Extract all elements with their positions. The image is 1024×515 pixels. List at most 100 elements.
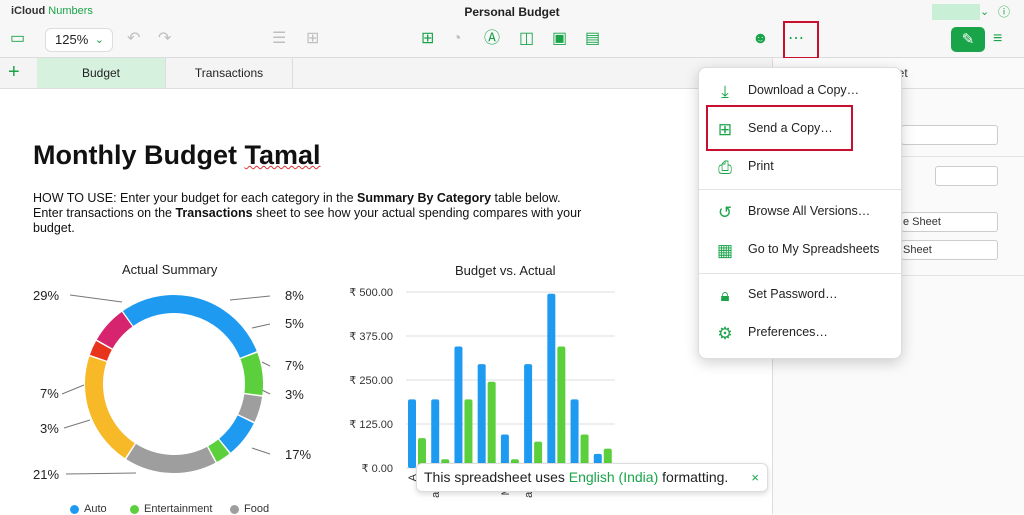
bar	[547, 293, 556, 468]
panel-button-1[interactable]: e Sheet	[901, 212, 998, 232]
pct-label: 3%	[40, 421, 59, 436]
help-icon[interactable]: ⓘ	[998, 5, 1011, 19]
leader-line	[65, 472, 137, 475]
send-copy-highlight	[706, 105, 853, 151]
shape-icon[interactable]: ◫	[519, 30, 535, 47]
table-options-icon[interactable]: ⊞	[306, 30, 320, 47]
pct-label: 5%	[285, 316, 304, 331]
y-tick-label: ₹ 500.00	[349, 287, 393, 299]
chart-title-budget: Budget vs. Actual	[455, 263, 556, 278]
menu-item-print[interactable]: ⎙ Print	[699, 148, 901, 186]
table-icon[interactable]: ⊞	[421, 30, 435, 47]
menu-item-spreadsheets[interactable]: ▦ Go to My Spreadsheets	[699, 231, 901, 269]
brand-icloud: iCloud	[11, 5, 46, 17]
panel-field[interactable]	[901, 125, 998, 145]
list-icon[interactable]: ☰	[272, 30, 287, 47]
organize-icon[interactable]: ≡	[993, 30, 1003, 47]
sheet-tabs: + Budget Transactions	[0, 58, 772, 89]
chart-title-actual: Actual Summary	[122, 262, 218, 277]
toast-text: formatting.	[658, 469, 729, 485]
tab-transactions[interactable]: Transactions	[166, 58, 293, 88]
toast-text: This spreadsheet uses	[424, 469, 569, 485]
legend-item: Food	[230, 503, 269, 515]
lock-icon: 🔒︎	[720, 286, 730, 305]
undo-icon[interactable]: ↶	[127, 30, 141, 47]
document-title: Personal Budget	[464, 5, 560, 19]
pct-label: 7%	[285, 358, 304, 373]
media-icon[interactable]: ▣	[552, 30, 568, 47]
pct-label: 29%	[33, 288, 60, 303]
legend-label: Auto	[84, 503, 107, 515]
howto-bold2: Transactions	[175, 206, 253, 220]
bar	[534, 441, 543, 468]
title-part2: Tamal	[244, 140, 321, 170]
print-icon: ⎙	[718, 158, 732, 177]
menu-item-download[interactable]: ⤓ Download a Copy…	[699, 72, 901, 110]
pct-label: 8%	[285, 288, 304, 303]
comment-icon[interactable]: ▤	[585, 30, 601, 47]
menu-item-preferences[interactable]: ⚙ Preferences…	[699, 314, 901, 352]
leader-line	[261, 361, 271, 367]
leader-line	[229, 295, 271, 301]
panel-field[interactable]	[935, 166, 998, 186]
menu-item-label: Download a Copy…	[748, 83, 860, 97]
history-icon: ↺	[717, 203, 733, 222]
pie-slice	[85, 295, 263, 474]
sidebar-icon[interactable]: ▭	[10, 30, 26, 47]
brand-numbers: Numbers	[48, 5, 93, 17]
more-menu: ⤓ Download a Copy… ⊞ Send a Copy… ⎙ Prin…	[698, 67, 902, 359]
chart-icon[interactable]: ◔	[452, 30, 462, 47]
panel-button-2[interactable]: Sheet	[901, 240, 998, 260]
menu-item-label: Go to My Spreadsheets	[748, 242, 880, 256]
add-sheet-icon[interactable]: +	[8, 61, 20, 83]
account-badge[interactable]	[932, 4, 980, 20]
format-button[interactable]: ✎	[951, 27, 985, 52]
y-tick-label: ₹ 125.00	[349, 419, 393, 431]
leader-line	[251, 323, 271, 329]
chevron-down-icon: ⌄	[94, 34, 104, 46]
bar	[580, 434, 589, 468]
zoom-select[interactable]: 125% ⌄	[45, 28, 113, 52]
zoom-value: 125%	[55, 32, 89, 47]
pct-label: 7%	[40, 386, 59, 401]
pct-label: 21%	[33, 467, 60, 482]
howto-2: table below. Enter transactions on the	[33, 191, 561, 220]
tab-budget[interactable]: Budget	[37, 58, 166, 88]
legend-label: Food	[244, 503, 270, 515]
menu-item-versions[interactable]: ↺ Browse All Versions…	[699, 193, 901, 231]
collaborate-icon[interactable]: ☻	[752, 30, 769, 47]
bar	[408, 399, 416, 468]
y-tick-label: ₹ 375.00	[349, 331, 393, 343]
toolbar: iCloud Numbers Personal Budget ⌄ ⓘ ▭ 125…	[0, 0, 1024, 59]
leader-line	[61, 384, 85, 395]
text-icon[interactable]: Ⓐ	[484, 30, 501, 47]
locale-toast: This spreadsheet uses English (India) fo…	[416, 463, 768, 492]
legend-item: Entertainment	[130, 503, 212, 515]
menu-item-label: Print	[748, 159, 774, 173]
leader-line	[251, 447, 271, 455]
toast-language-link[interactable]: English (India)	[568, 469, 659, 485]
send-copy-icon: ⊞	[717, 120, 733, 139]
legend-dot	[70, 504, 79, 514]
legend-dot	[230, 504, 239, 514]
more-icon[interactable]: ⋯	[788, 30, 804, 47]
download-icon: ⤓	[721, 82, 729, 101]
menu-item-label: Send a Copy…	[748, 121, 833, 135]
menu-item-send-copy[interactable]: ⊞ Send a Copy…	[699, 110, 901, 148]
chevron-down-icon[interactable]: ⌄	[980, 6, 990, 18]
close-icon[interactable]: ×	[751, 470, 759, 485]
bar	[487, 381, 496, 468]
menu-item-password[interactable]: 🔒︎ Set Password…	[699, 276, 901, 314]
menu-item-label: Preferences…	[748, 325, 828, 339]
legend-dot	[130, 504, 139, 514]
howto-3: sheet to see how your actual spending co…	[33, 206, 582, 235]
leader-line	[261, 389, 271, 395]
leader-line	[69, 294, 123, 303]
y-tick-label: ₹ 0.00	[362, 463, 393, 475]
redo-icon[interactable]: ↷	[158, 30, 172, 47]
bar	[431, 399, 440, 468]
bar	[477, 364, 486, 468]
menu-item-label: Browse All Versions…	[748, 204, 871, 218]
leader-line	[63, 419, 91, 429]
